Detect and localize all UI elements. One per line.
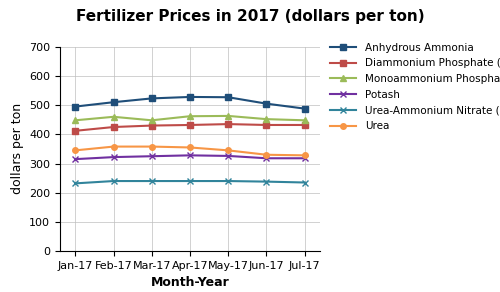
Urea [225, 149, 231, 152]
Potash [225, 154, 231, 158]
Anhydrous Ammonia [187, 95, 193, 99]
Line: Monoammonium Phosphate (MAP): Monoammonium Phosphate (MAP) [72, 113, 308, 123]
X-axis label: Month-Year: Month-Year [150, 277, 230, 289]
Diammonium Phosphate (DAP) [302, 123, 308, 127]
Monoammonium Phosphate (MAP) [72, 119, 78, 122]
Diammonium Phosphate (DAP) [187, 123, 193, 127]
Potash [110, 155, 116, 159]
Potash [264, 157, 270, 160]
Line: Urea-Ammonium Nitrate (UAN): Urea-Ammonium Nitrate (UAN) [72, 178, 308, 186]
Monoammonium Phosphate (MAP) [302, 119, 308, 122]
Urea-Ammonium Nitrate (UAN) [264, 180, 270, 183]
Diammonium Phosphate (DAP) [225, 122, 231, 126]
Urea-Ammonium Nitrate (UAN) [110, 179, 116, 183]
Urea-Ammonium Nitrate (UAN) [225, 179, 231, 183]
Diammonium Phosphate (DAP) [72, 129, 78, 133]
Diammonium Phosphate (DAP) [149, 124, 155, 127]
Urea [264, 153, 270, 157]
Urea [187, 146, 193, 149]
Urea [72, 149, 78, 152]
Monoammonium Phosphate (MAP) [187, 114, 193, 118]
Monoammonium Phosphate (MAP) [264, 117, 270, 121]
Potash [302, 157, 308, 160]
Line: Urea: Urea [72, 144, 308, 158]
Potash [149, 154, 155, 158]
Line: Anhydrous Ammonia: Anhydrous Ammonia [72, 94, 308, 112]
Anhydrous Ammonia [302, 107, 308, 110]
Line: Potash: Potash [72, 152, 308, 162]
Urea-Ammonium Nitrate (UAN) [72, 182, 78, 185]
Monoammonium Phosphate (MAP) [110, 115, 116, 119]
Urea [110, 145, 116, 148]
Potash [187, 154, 193, 157]
Urea-Ammonium Nitrate (UAN) [302, 181, 308, 184]
Urea-Ammonium Nitrate (UAN) [187, 179, 193, 183]
Y-axis label: dollars per ton: dollars per ton [10, 103, 24, 194]
Potash [72, 157, 78, 161]
Anhydrous Ammonia [110, 100, 116, 104]
Text: Fertilizer Prices in 2017 (dollars per ton): Fertilizer Prices in 2017 (dollars per t… [76, 9, 424, 24]
Legend: Anhydrous Ammonia, Diammonium Phosphate (DAP), Monoammonium Phosphate (MAP), Pot: Anhydrous Ammonia, Diammonium Phosphate … [330, 43, 500, 131]
Line: Diammonium Phosphate (DAP): Diammonium Phosphate (DAP) [72, 121, 308, 134]
Anhydrous Ammonia [149, 97, 155, 100]
Diammonium Phosphate (DAP) [110, 125, 116, 129]
Urea-Ammonium Nitrate (UAN) [149, 179, 155, 183]
Diammonium Phosphate (DAP) [264, 123, 270, 127]
Monoammonium Phosphate (MAP) [149, 119, 155, 122]
Anhydrous Ammonia [264, 102, 270, 105]
Anhydrous Ammonia [225, 95, 231, 99]
Urea [149, 145, 155, 148]
Anhydrous Ammonia [72, 105, 78, 108]
Monoammonium Phosphate (MAP) [225, 114, 231, 118]
Urea [302, 154, 308, 157]
